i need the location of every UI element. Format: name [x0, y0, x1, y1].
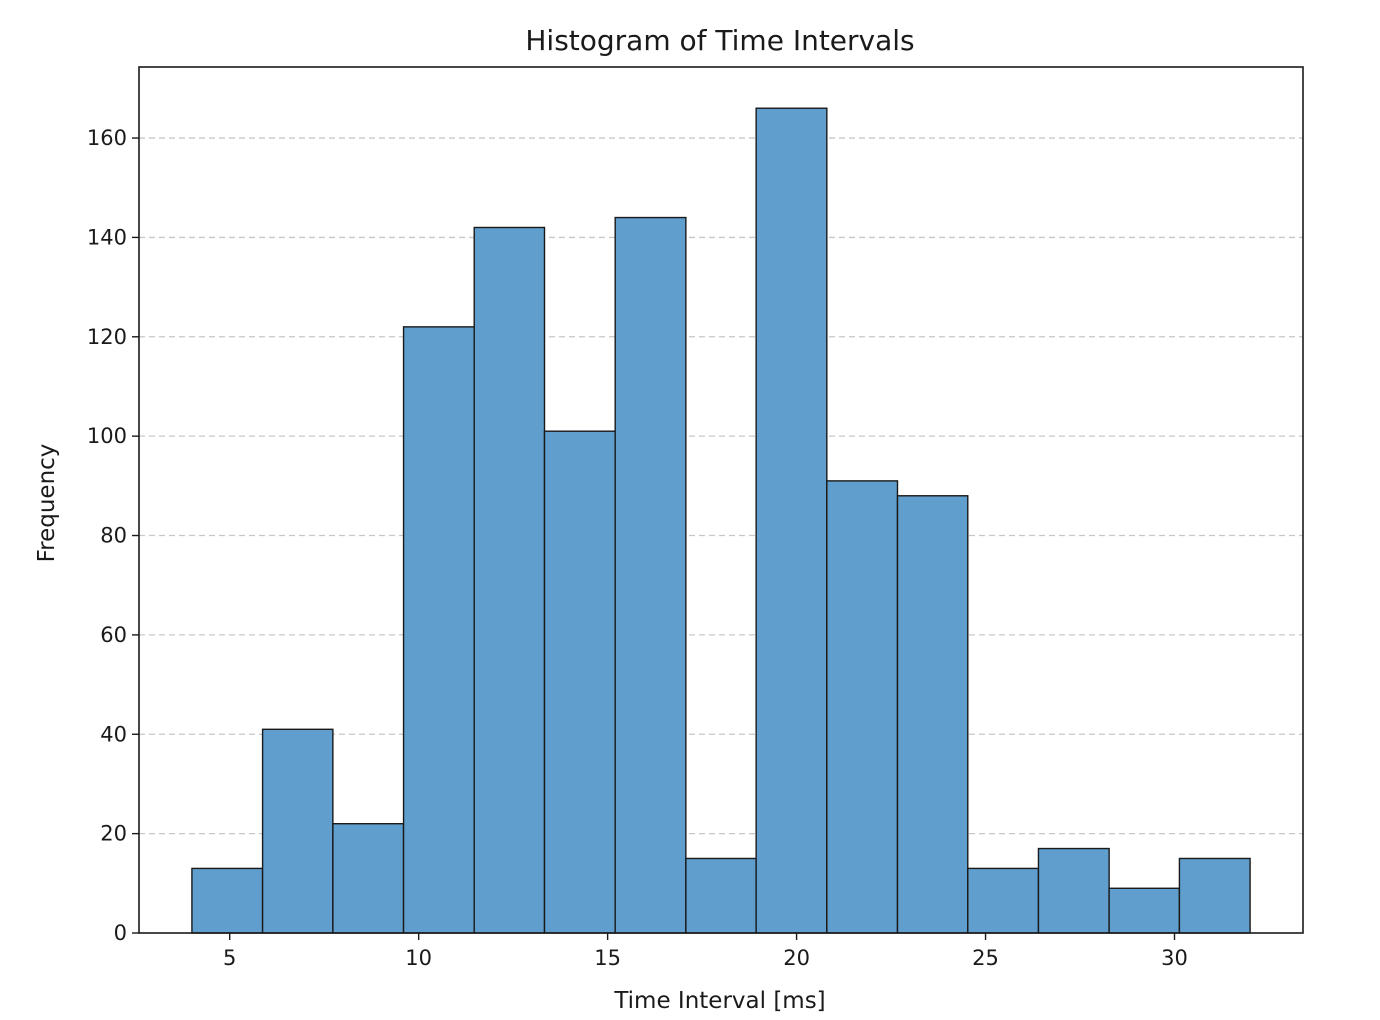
y-axis-label: Frequency	[34, 444, 60, 563]
histogram-bars	[191, 107, 1251, 934]
histogram-bar	[614, 216, 687, 934]
x-tick-label: 10	[405, 946, 432, 970]
y-axis-ticks: 0 20 40 60 80 100 120 140 160	[87, 126, 139, 945]
y-tick-label: 20	[100, 822, 127, 846]
histogram-bar	[191, 867, 264, 934]
histogram-bar	[685, 857, 757, 934]
x-tick-label: 15	[594, 946, 621, 970]
histogram-bar	[473, 226, 546, 934]
x-axis-ticks: 5 10 15 20 25 30	[223, 933, 1188, 970]
histogram-bar	[826, 480, 899, 934]
y-tick-label: 120	[87, 325, 127, 349]
y-tick-label: 160	[87, 126, 127, 150]
plot-area-frame	[138, 66, 1304, 934]
y-tick-label: 80	[100, 524, 127, 548]
y-tick-label: 0	[114, 921, 127, 945]
histogram-bar	[967, 867, 1040, 934]
x-tick-label: 5	[223, 946, 236, 970]
y-tick-label: 140	[87, 225, 127, 249]
x-tick-label: 25	[972, 946, 999, 970]
histogram-bar	[1178, 857, 1251, 934]
x-axis-label: Time Interval [ms]	[613, 988, 825, 1014]
histogram-bar	[332, 822, 405, 934]
histogram-bar	[755, 107, 828, 934]
histogram-bar	[543, 430, 616, 934]
histogram-bar	[1108, 887, 1181, 934]
chart-title: Histogram of Time Intervals	[525, 24, 914, 57]
y-tick-label: 100	[87, 424, 127, 448]
histogram-bar	[402, 326, 475, 934]
y-tick-label: 60	[100, 623, 127, 647]
y-tick-label: 40	[100, 722, 127, 746]
x-tick-label: 20	[783, 946, 810, 970]
histogram-bar	[261, 728, 334, 934]
x-tick-label: 30	[1161, 946, 1188, 970]
histogram-bar	[1037, 847, 1110, 934]
histogram-bar	[896, 495, 969, 934]
